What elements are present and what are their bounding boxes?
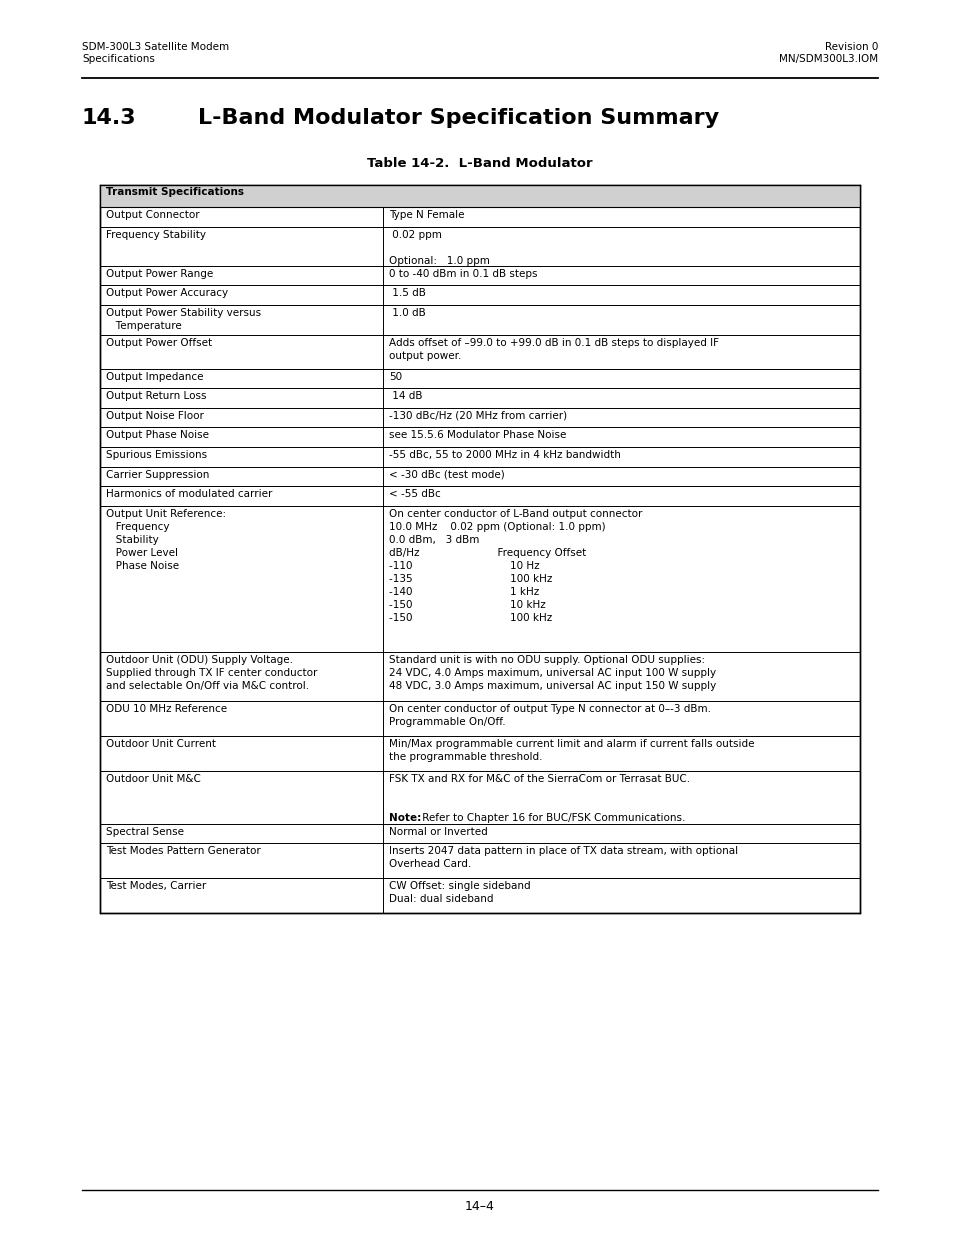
Text: FSK TX and RX for M&C of the SierraCom or Terrasat BUC.: FSK TX and RX for M&C of the SierraCom o… bbox=[389, 773, 690, 784]
Text: -150                              10 kHz: -150 10 kHz bbox=[389, 599, 546, 610]
Text: -150                              100 kHz: -150 100 kHz bbox=[389, 613, 552, 622]
Text: 50: 50 bbox=[389, 372, 402, 382]
Text: Spectral Sense: Spectral Sense bbox=[106, 826, 184, 836]
Text: Carrier Suppression: Carrier Suppression bbox=[106, 469, 209, 479]
Text: 14–4: 14–4 bbox=[464, 1200, 495, 1213]
Text: SDM-300L3 Satellite Modem: SDM-300L3 Satellite Modem bbox=[82, 42, 229, 52]
Text: Overhead Card.: Overhead Card. bbox=[389, 860, 471, 869]
Text: Output Connector: Output Connector bbox=[106, 210, 199, 220]
Text: Output Phase Noise: Output Phase Noise bbox=[106, 431, 209, 441]
Text: Table 14-2.  L-Band Modulator: Table 14-2. L-Band Modulator bbox=[367, 157, 592, 170]
Text: Outdoor Unit Current: Outdoor Unit Current bbox=[106, 739, 215, 748]
Text: Output Power Range: Output Power Range bbox=[106, 268, 213, 279]
Text: Output Power Stability versus: Output Power Stability versus bbox=[106, 308, 261, 317]
Text: Type N Female: Type N Female bbox=[389, 210, 464, 220]
Text: -130 dBc/Hz (20 MHz from carrier): -130 dBc/Hz (20 MHz from carrier) bbox=[389, 411, 567, 421]
Text: MN/SDM300L3.IOM: MN/SDM300L3.IOM bbox=[778, 54, 877, 64]
Text: 14.3: 14.3 bbox=[82, 107, 136, 128]
Text: Phase Noise: Phase Noise bbox=[106, 561, 179, 571]
Text: Output Noise Floor: Output Noise Floor bbox=[106, 411, 204, 421]
Text: Output Power Offset: Output Power Offset bbox=[106, 338, 212, 348]
Text: Frequency Stability: Frequency Stability bbox=[106, 230, 206, 240]
Text: Output Impedance: Output Impedance bbox=[106, 372, 203, 382]
Text: Refer to Chapter 16 for BUC/FSK Communications.: Refer to Chapter 16 for BUC/FSK Communic… bbox=[419, 813, 685, 823]
Text: Output Return Loss: Output Return Loss bbox=[106, 391, 206, 401]
Text: Outdoor Unit M&C: Outdoor Unit M&C bbox=[106, 773, 201, 784]
Text: On center conductor of L-Band output connector: On center conductor of L-Band output con… bbox=[389, 509, 642, 519]
Text: Min/Max programmable current limit and alarm if current falls outside: Min/Max programmable current limit and a… bbox=[389, 739, 754, 748]
Text: Programmable On/Off.: Programmable On/Off. bbox=[389, 718, 506, 727]
Text: 1.0 dB: 1.0 dB bbox=[389, 308, 426, 317]
Text: -110                              10 Hz: -110 10 Hz bbox=[389, 561, 539, 571]
Text: Adds offset of –99.0 to +99.0 dB in 0.1 dB steps to displayed IF: Adds offset of –99.0 to +99.0 dB in 0.1 … bbox=[389, 338, 719, 348]
Text: Test Modes Pattern Generator: Test Modes Pattern Generator bbox=[106, 846, 260, 856]
Text: Stability: Stability bbox=[106, 535, 158, 545]
Text: < -55 dBc: < -55 dBc bbox=[389, 489, 441, 499]
Bar bbox=[100, 185, 859, 207]
Text: Temperature: Temperature bbox=[106, 321, 182, 331]
Bar bbox=[100, 185, 859, 913]
Text: Note:: Note: bbox=[389, 813, 421, 823]
Text: -135                              100 kHz: -135 100 kHz bbox=[389, 573, 553, 584]
Text: Specifications: Specifications bbox=[82, 54, 154, 64]
Text: Normal or Inverted: Normal or Inverted bbox=[389, 826, 488, 836]
Text: -140                              1 kHz: -140 1 kHz bbox=[389, 587, 539, 597]
Text: Revision 0: Revision 0 bbox=[823, 42, 877, 52]
Text: L-Band Modulator Specification Summary: L-Band Modulator Specification Summary bbox=[198, 107, 719, 128]
Text: the programmable threshold.: the programmable threshold. bbox=[389, 752, 542, 762]
Text: dB/Hz                        Frequency Offset: dB/Hz Frequency Offset bbox=[389, 547, 586, 557]
Text: 0.02 ppm: 0.02 ppm bbox=[389, 230, 442, 240]
Text: On center conductor of output Type N connector at 0–‑3 dBm.: On center conductor of output Type N con… bbox=[389, 704, 711, 714]
Text: 48 VDC, 3.0 Amps maximum, universal AC input 150 W supply: 48 VDC, 3.0 Amps maximum, universal AC i… bbox=[389, 680, 716, 692]
Text: Dual: dual sideband: Dual: dual sideband bbox=[389, 894, 494, 904]
Text: 24 VDC, 4.0 Amps maximum, universal AC input 100 W supply: 24 VDC, 4.0 Amps maximum, universal AC i… bbox=[389, 668, 716, 678]
Text: CW Offset: single sideband: CW Offset: single sideband bbox=[389, 881, 531, 892]
Text: Frequency: Frequency bbox=[106, 521, 170, 531]
Text: and selectable On/Off via M&C control.: and selectable On/Off via M&C control. bbox=[106, 680, 309, 692]
Text: Transmit Specifications: Transmit Specifications bbox=[106, 186, 244, 198]
Text: Optional:   1.0 ppm: Optional: 1.0 ppm bbox=[389, 256, 490, 266]
Text: Test Modes, Carrier: Test Modes, Carrier bbox=[106, 881, 206, 892]
Text: Power Level: Power Level bbox=[106, 547, 178, 557]
Text: 10.0 MHz    0.02 ppm (Optional: 1.0 ppm): 10.0 MHz 0.02 ppm (Optional: 1.0 ppm) bbox=[389, 521, 605, 531]
Text: Spurious Emissions: Spurious Emissions bbox=[106, 450, 207, 459]
Text: see 15.5.6 Modulator Phase Noise: see 15.5.6 Modulator Phase Noise bbox=[389, 431, 566, 441]
Text: Supplied through TX IF center conductor: Supplied through TX IF center conductor bbox=[106, 668, 317, 678]
Text: 1.5 dB: 1.5 dB bbox=[389, 288, 426, 298]
Text: Standard unit is with no ODU supply. Optional ODU supplies:: Standard unit is with no ODU supply. Opt… bbox=[389, 655, 705, 666]
Text: ODU 10 MHz Reference: ODU 10 MHz Reference bbox=[106, 704, 227, 714]
Text: Inserts 2047 data pattern in place of TX data stream, with optional: Inserts 2047 data pattern in place of TX… bbox=[389, 846, 738, 856]
Text: Output Unit Reference:: Output Unit Reference: bbox=[106, 509, 226, 519]
Text: 14 dB: 14 dB bbox=[389, 391, 422, 401]
Text: < -30 dBc (test mode): < -30 dBc (test mode) bbox=[389, 469, 505, 479]
Text: 0 to -40 dBm in 0.1 dB steps: 0 to -40 dBm in 0.1 dB steps bbox=[389, 268, 537, 279]
Text: Harmonics of modulated carrier: Harmonics of modulated carrier bbox=[106, 489, 273, 499]
Text: Outdoor Unit (ODU) Supply Voltage.: Outdoor Unit (ODU) Supply Voltage. bbox=[106, 655, 293, 666]
Text: -55 dBc, 55 to 2000 MHz in 4 kHz bandwidth: -55 dBc, 55 to 2000 MHz in 4 kHz bandwid… bbox=[389, 450, 620, 459]
Text: output power.: output power. bbox=[389, 352, 461, 362]
Text: 0.0 dBm,   3 dBm: 0.0 dBm, 3 dBm bbox=[389, 535, 479, 545]
Text: Output Power Accuracy: Output Power Accuracy bbox=[106, 288, 228, 298]
